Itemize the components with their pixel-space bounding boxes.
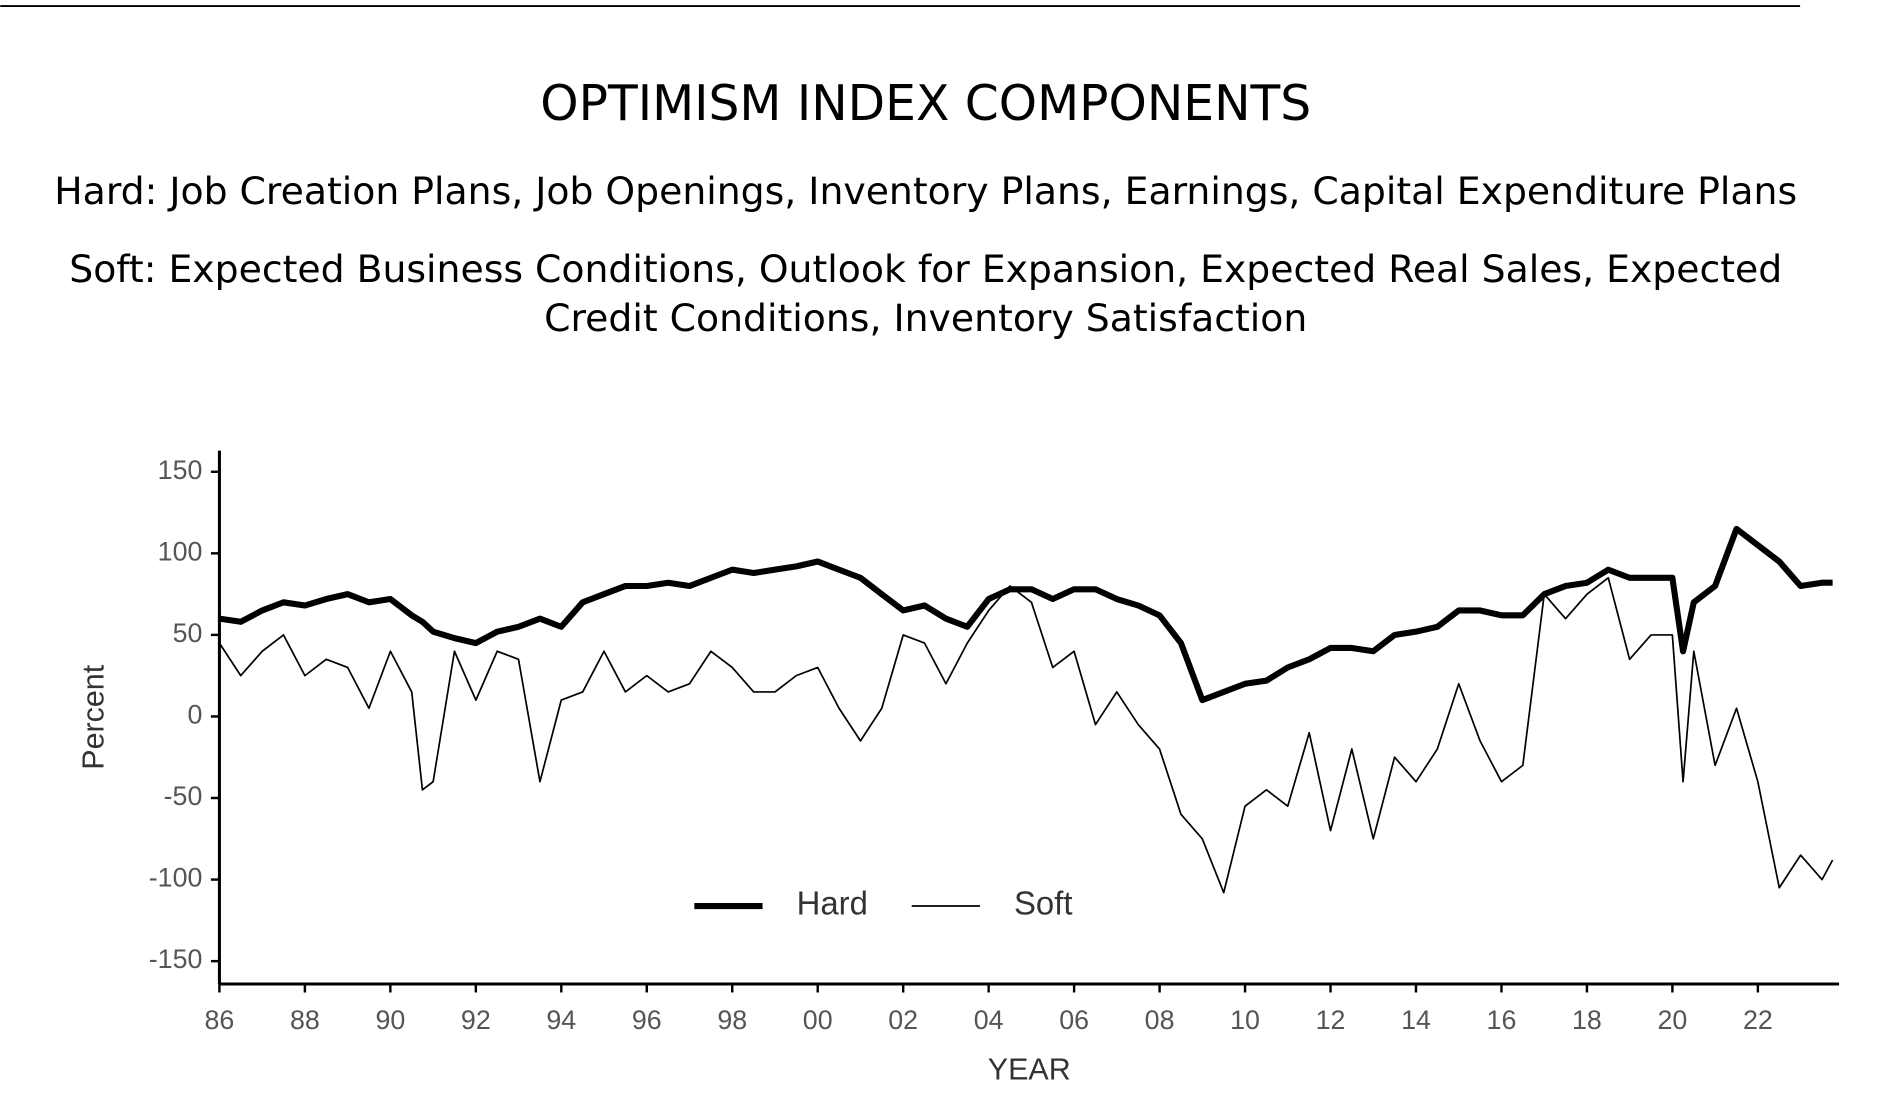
x-axis-label: YEAR <box>988 1053 1071 1087</box>
series-line <box>218 576 1834 894</box>
y-tick-label: 0 <box>187 700 202 730</box>
x-tick-label: 02 <box>888 1005 918 1035</box>
y-tick-label: 50 <box>173 618 203 648</box>
x-tick-label: 14 <box>1401 1005 1431 1035</box>
x-tick-label: 16 <box>1487 1005 1517 1035</box>
x-tick-label: 08 <box>1145 1005 1175 1035</box>
x-tick-label: 22 <box>1743 1005 1773 1035</box>
x-tick-label: 92 <box>461 1005 491 1035</box>
x-tick-label: 20 <box>1658 1005 1688 1035</box>
x-tick-label: 18 <box>1572 1005 1602 1035</box>
x-tick-label: 10 <box>1230 1005 1260 1035</box>
subtitle: Hard: Job Creation Plans, Job Openings, … <box>54 169 1797 213</box>
y-axis-label: Percent <box>76 664 110 769</box>
x-tick-label: 12 <box>1316 1005 1346 1035</box>
x-tick-label: 94 <box>546 1005 576 1035</box>
x-tick-label: 90 <box>375 1005 405 1035</box>
y-tick-label: -50 <box>164 781 203 811</box>
x-tick-label: 04 <box>974 1005 1004 1035</box>
y-tick-label: -150 <box>149 944 203 974</box>
x-tick-label: 88 <box>290 1005 320 1035</box>
x-tick-label: 98 <box>717 1005 747 1035</box>
legend-label: Hard <box>797 885 868 922</box>
subtitle: Soft: Expected Business Conditions, Outl… <box>69 247 1782 291</box>
y-tick-label: 150 <box>158 455 203 485</box>
y-tick-label: -100 <box>149 863 203 893</box>
x-tick-label: 06 <box>1059 1005 1089 1035</box>
x-tick-label: 86 <box>205 1005 235 1035</box>
chart-title: OPTIMISM INDEX COMPONENTS <box>540 76 1311 132</box>
subtitle: Credit Conditions, Inventory Satisfactio… <box>544 296 1307 340</box>
y-tick-label: 100 <box>158 536 203 566</box>
series-line <box>218 525 1833 704</box>
legend-label: Soft <box>1014 885 1072 922</box>
x-tick-label: 96 <box>632 1005 662 1035</box>
x-tick-label: 00 <box>803 1005 833 1035</box>
